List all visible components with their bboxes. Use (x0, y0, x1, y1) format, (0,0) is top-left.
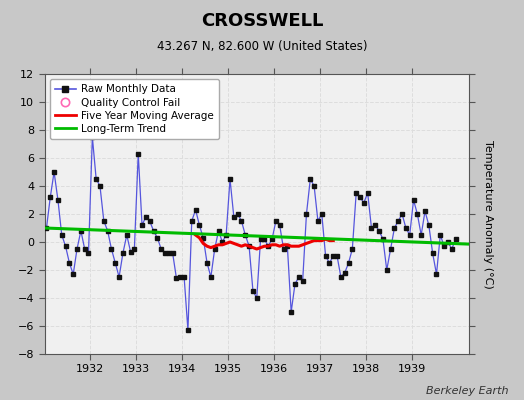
Legend: Raw Monthly Data, Quality Control Fail, Five Year Moving Average, Long-Term Tren: Raw Monthly Data, Quality Control Fail, … (50, 79, 219, 139)
Text: 43.267 N, 82.600 W (United States): 43.267 N, 82.600 W (United States) (157, 40, 367, 53)
Text: Berkeley Earth: Berkeley Earth (426, 386, 508, 396)
Y-axis label: Temperature Anomaly (°C): Temperature Anomaly (°C) (483, 140, 493, 288)
Text: CROSSWELL: CROSSWELL (201, 12, 323, 30)
